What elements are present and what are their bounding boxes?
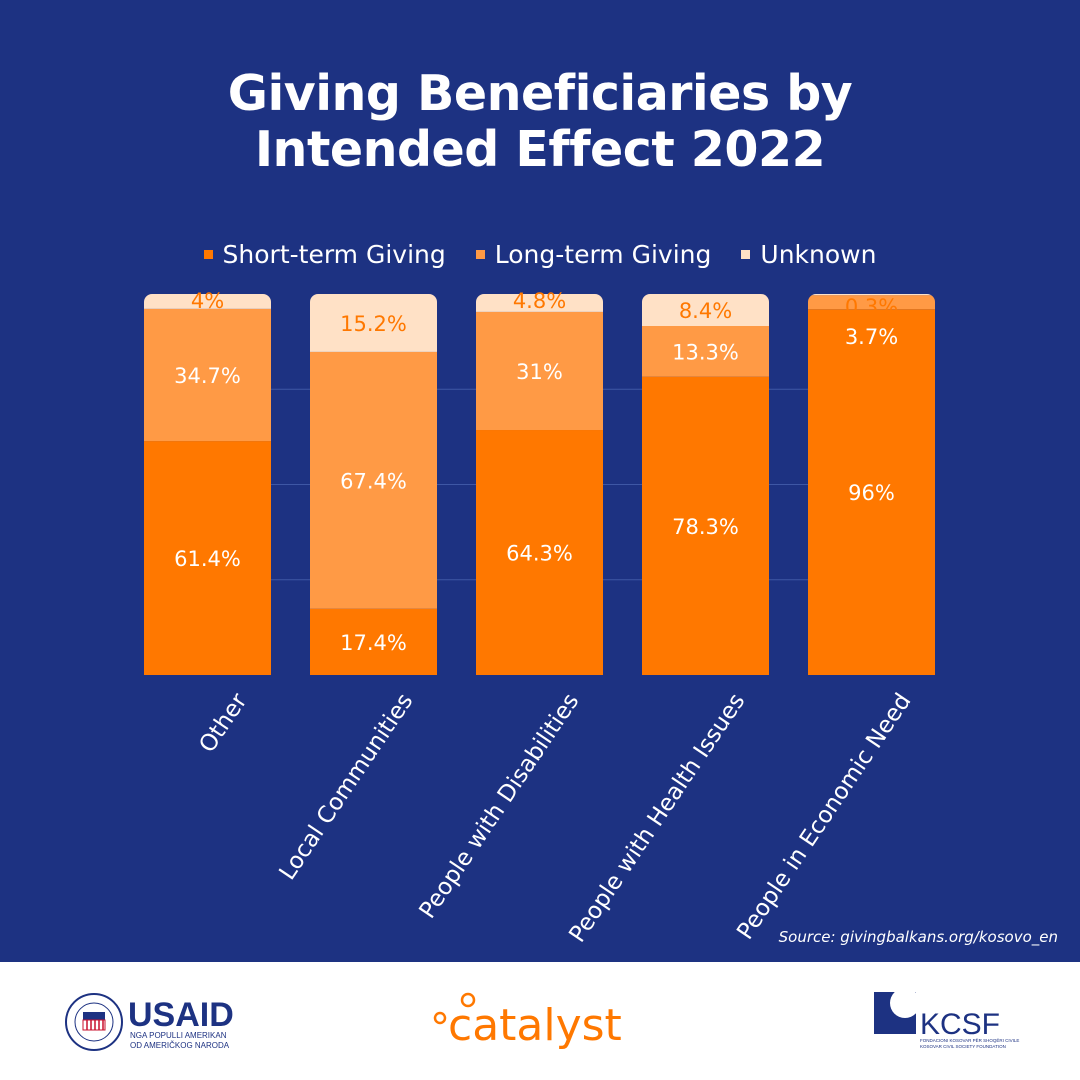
source-note: Source: givingbalkans.org/kosovo_en — [778, 928, 1058, 946]
data-label: 15.2% — [340, 312, 407, 336]
usaid-sub1: NGA POPULLI AMERIKAN — [130, 1031, 227, 1040]
stacked-bar-chart: 61.4% 34.7% 4% 17.4% 67.4% 15.2% 64.3% 31% 4.8% 7… — [144, 289, 935, 947]
bar-stack — [476, 294, 603, 675]
data-label: 64.3% — [506, 542, 573, 566]
data-label: 34.7% — [174, 364, 241, 388]
data-label: 31% — [516, 360, 563, 384]
bar-stack — [144, 294, 271, 675]
bar-segment-long-term-giving — [476, 311, 603, 431]
usaid-wordmark: USAID — [128, 996, 234, 1034]
bar-stack — [808, 294, 935, 675]
bar-segment-unknown — [476, 294, 603, 312]
data-label: 61.4% — [174, 547, 241, 571]
bar-segment-short-term-giving — [310, 608, 437, 675]
bar-segment-long-term-giving — [642, 326, 769, 377]
kcsf-emblem-icon — [874, 990, 920, 1034]
footer-logos: USAID NGA POPULLI AMERIKAN OD AMERIČKOG … — [0, 962, 1080, 1080]
bar-segment-short-term-giving — [642, 376, 769, 675]
kcsf-sub1: FONDACIONI KOSOVAR PËR SHOQËRI CIVILE — [920, 1037, 1019, 1043]
data-label: 8.4% — [679, 299, 732, 323]
data-label: 4% — [191, 289, 224, 313]
usaid-logo: USAID NGA POPULLI AMERIKAN OD AMERIČKOG … — [65, 993, 234, 1051]
x-tick-label: People in Economic Need — [732, 689, 916, 945]
data-label: 13.3% — [672, 340, 739, 364]
bar-segment-short-term-giving — [808, 309, 935, 675]
bar-stack — [310, 294, 437, 675]
bar-segment-unknown — [808, 294, 935, 296]
x-tick-label: Local Communities — [274, 689, 418, 885]
legend-item-unknown: Unknown — [741, 240, 876, 269]
catalyst-wordmark: catalyst — [448, 1000, 622, 1050]
data-labels: 61.4% 34.7% 4% 17.4% 67.4% 15.2% 64.3% 31% 4.8% 7… — [174, 289, 898, 655]
legend-item-short-term: Short-term Giving — [203, 240, 446, 269]
catalyst-logo: catalyst — [433, 992, 622, 1050]
kcsf-sub2: KOSOVAR CIVIL SOCIETY FOUNDATION — [920, 1044, 1006, 1049]
bar-segment-short-term-giving — [144, 441, 271, 675]
data-label: 96% — [848, 481, 895, 505]
chart-title-line-1: Giving Beneficiaries by — [227, 65, 853, 122]
data-label: 4.8% — [513, 289, 566, 313]
kcsf-logo: KCSF FONDACIONI KOSOVAR PËR SHOQËRI CIVI… — [874, 990, 1019, 1049]
data-label: 3.7% — [845, 325, 898, 349]
bar-segment-long-term-giving — [144, 308, 271, 442]
bar-segment-short-term-giving — [476, 430, 603, 675]
kcsf-wordmark: KCSF — [920, 1008, 1000, 1041]
bar-stack — [642, 294, 769, 675]
bar-segment-unknown — [310, 294, 437, 352]
legend-swatch-long-term — [475, 250, 485, 259]
chart-legend: Short-term Giving Long-term Giving Unkno… — [0, 240, 1080, 269]
chart-title-line-2: Intended Effect 2022 — [254, 121, 826, 178]
data-label: 67.4% — [340, 469, 407, 493]
usaid-sub2: OD AMERIČKOG NARODA — [130, 1041, 230, 1050]
data-label: 78.3% — [672, 515, 739, 539]
legend-swatch-short-term — [203, 250, 213, 259]
bar-segment-unknown — [144, 294, 271, 309]
legend-label-long-term: Long-term Giving — [494, 240, 712, 269]
legend-item-long-term: Long-term Giving — [475, 240, 712, 269]
bar-segment-unknown — [642, 294, 769, 327]
data-label: 17.4% — [340, 631, 407, 655]
legend-label-unknown: Unknown — [760, 240, 877, 269]
legend-swatch-unknown — [741, 250, 751, 259]
chart-panel: Giving Beneficiaries by Intended Effect … — [0, 0, 1080, 962]
x-tick-label: People with Health Issues — [564, 689, 750, 947]
usaid-seal-icon — [65, 993, 123, 1051]
chart-title: Giving Beneficiaries by Intended Effect … — [0, 66, 1080, 178]
data-label: 0.3% — [845, 295, 898, 319]
legend-label-short-term: Short-term Giving — [222, 240, 446, 269]
x-tick-label: People with Disabilities — [415, 689, 585, 924]
catalyst-dots-icon — [433, 992, 476, 1025]
bar-segment-long-term-giving — [808, 295, 935, 310]
x-tick-label: Other — [194, 688, 252, 757]
bars — [144, 294, 935, 675]
bar-segment-long-term-giving — [310, 351, 437, 609]
